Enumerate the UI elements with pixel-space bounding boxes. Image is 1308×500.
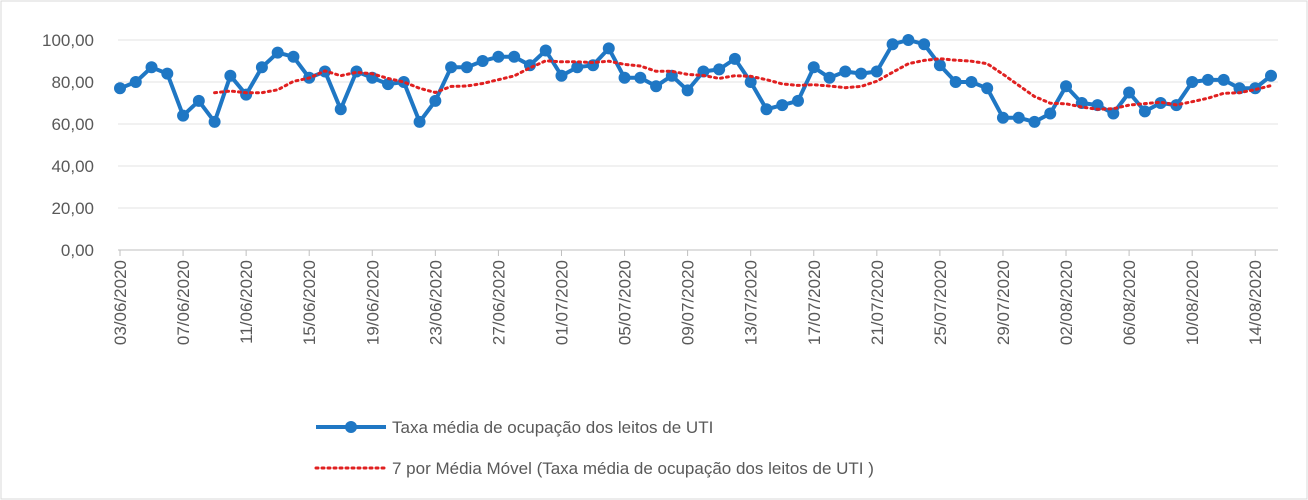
data-point [1107, 107, 1120, 120]
data-point [949, 76, 962, 88]
y-tick-label: 20,00 [51, 199, 94, 218]
data-point [713, 63, 726, 76]
data-point [981, 82, 994, 95]
data-point [192, 94, 205, 107]
data-point [445, 61, 458, 74]
data-point [129, 76, 142, 88]
data-point [886, 38, 899, 51]
data-point [791, 94, 804, 107]
x-tick-label: 07/06/2020 [174, 260, 193, 345]
x-tick-label: 09/07/2020 [679, 260, 698, 345]
data-point [634, 71, 647, 84]
data-point [413, 115, 426, 128]
x-tick-label: 29/07/2020 [994, 260, 1013, 345]
data-point [350, 65, 363, 78]
x-tick-label: 14/08/2020 [1246, 260, 1265, 345]
x-tick-label: 03/06/2020 [111, 260, 130, 345]
x-tick-label: 25/07/2020 [931, 260, 950, 345]
x-tick-label: 15/06/2020 [300, 260, 319, 345]
data-point [839, 65, 852, 78]
data-point [602, 42, 615, 55]
data-point [1091, 99, 1104, 112]
data-point [255, 61, 268, 74]
data-point [1060, 80, 1073, 93]
data-point [539, 44, 552, 57]
data-point [965, 76, 978, 88]
data-point [728, 52, 741, 65]
data-point [823, 71, 836, 84]
data-point [918, 38, 931, 51]
x-tick-label: 13/07/2020 [742, 260, 761, 345]
data-point [382, 78, 395, 91]
data-point [429, 94, 442, 107]
data-point [1217, 73, 1230, 86]
data-point [744, 76, 757, 88]
data-point [366, 71, 379, 84]
x-tick-label: 06/08/2020 [1120, 260, 1139, 345]
data-point [224, 69, 237, 82]
data-point [776, 99, 789, 112]
data-point [933, 59, 946, 72]
data-point [681, 84, 694, 97]
data-point [618, 71, 631, 84]
x-tick-label: 23/06/2020 [426, 260, 445, 345]
data-point [1044, 107, 1057, 120]
data-point [1154, 97, 1167, 109]
data-point [996, 111, 1009, 124]
x-tick-label: 05/07/2020 [616, 260, 635, 345]
data-point [650, 80, 663, 93]
data-point [760, 103, 773, 116]
legend-label: 7 por Média Móvel (Taxa média de ocupaçã… [392, 459, 874, 478]
data-point [240, 88, 253, 101]
data-point [1012, 111, 1025, 124]
data-point [145, 61, 158, 74]
data-point [1265, 69, 1277, 82]
data-point [807, 61, 820, 74]
data-point [508, 50, 521, 63]
data-point [571, 61, 584, 74]
data-point [208, 115, 221, 128]
data-point [334, 103, 347, 116]
data-point [555, 69, 568, 82]
x-tick-label: 02/08/2020 [1057, 260, 1076, 345]
data-point [870, 65, 883, 78]
data-point [697, 65, 710, 78]
y-tick-label: 40,00 [51, 157, 94, 176]
x-tick-label: 10/08/2020 [1183, 260, 1202, 345]
y-tick-label: 100,00 [42, 31, 94, 50]
data-point [1201, 73, 1214, 86]
data-point [492, 50, 505, 63]
x-tick-label: 01/07/2020 [552, 260, 571, 345]
data-point [114, 82, 126, 95]
data-point [161, 67, 174, 80]
data-point [287, 50, 300, 63]
x-tick-label: 11/06/2020 [237, 260, 256, 344]
legend-label: Taxa média de ocupação dos leitos de UTI [392, 418, 713, 437]
data-point [177, 109, 190, 122]
data-point [855, 67, 868, 80]
data-point [476, 55, 489, 67]
data-point [902, 34, 915, 46]
data-point [1028, 115, 1041, 128]
y-tick-label: 0,00 [61, 241, 94, 260]
x-tick-label: 21/07/2020 [868, 260, 887, 345]
y-tick-label: 80,00 [51, 73, 94, 92]
x-tick-label: 17/07/2020 [805, 260, 824, 345]
x-tick-label: 27/06/2020 [489, 260, 508, 345]
data-point [1123, 86, 1136, 99]
data-point [1186, 76, 1199, 88]
data-point [1138, 105, 1151, 118]
x-tick-label: 19/06/2020 [363, 260, 382, 345]
data-point [271, 46, 284, 59]
data-point [397, 76, 410, 88]
legend-marker [345, 421, 357, 433]
data-point [460, 61, 473, 74]
y-tick-label: 60,00 [51, 115, 94, 134]
series-line [213, 57, 1273, 111]
data-point [1233, 82, 1246, 95]
